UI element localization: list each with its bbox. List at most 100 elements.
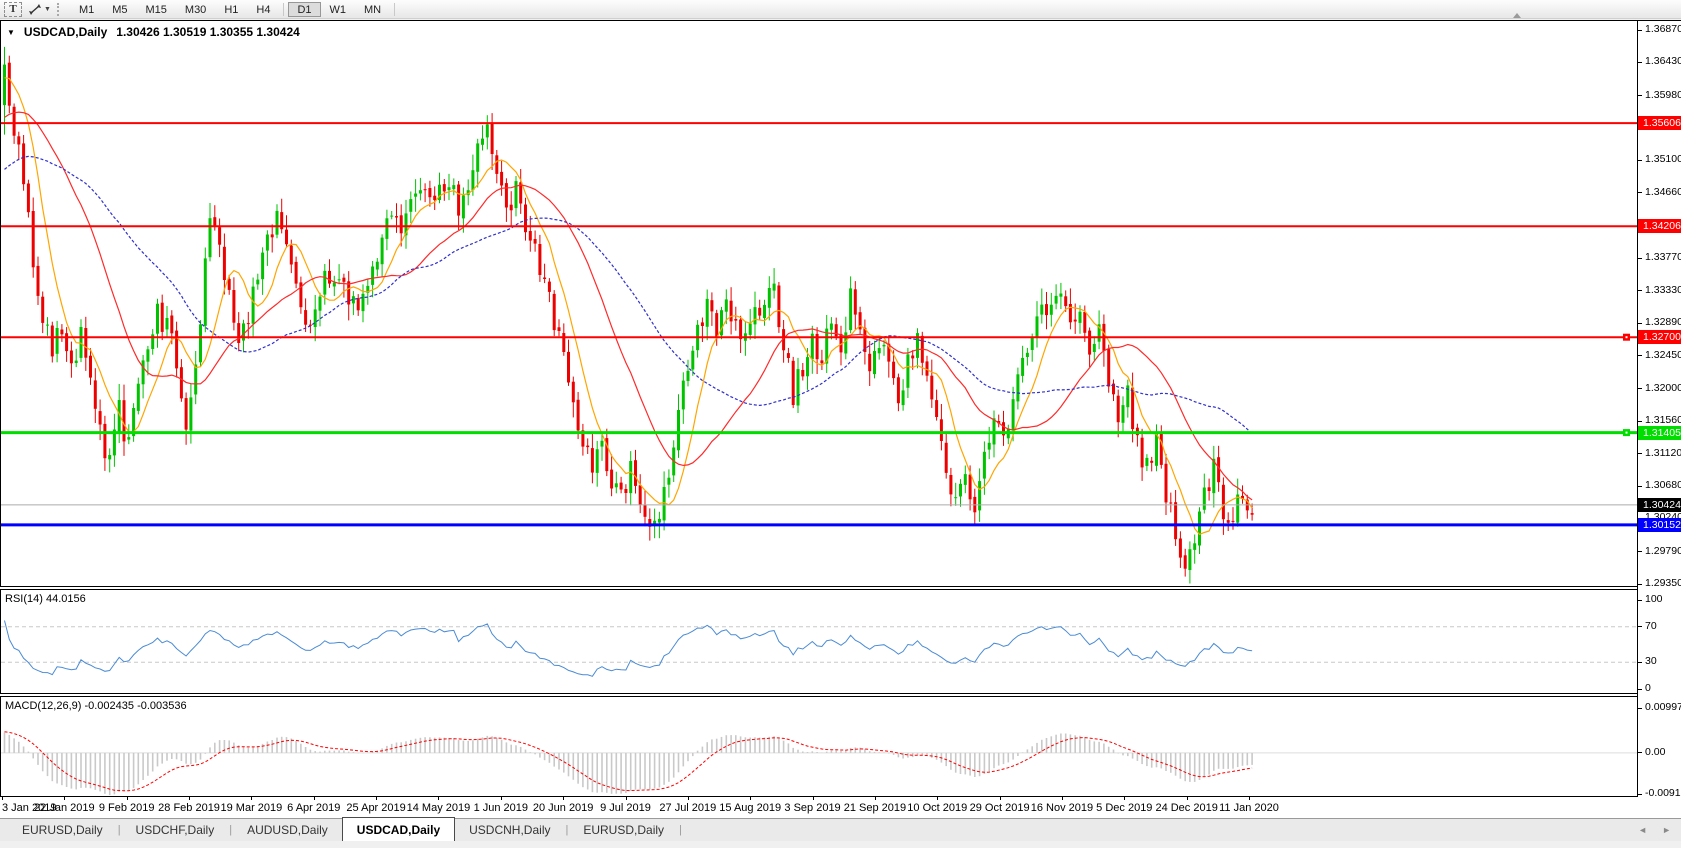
macd-axis-label: 0.009975	[1645, 701, 1681, 713]
date-label: 15 Aug 2019	[719, 802, 782, 814]
ma-line-8	[4, 77, 1253, 536]
date-tick	[438, 797, 440, 800]
tab-separator: |	[565, 824, 569, 836]
chart-tab-eurusd-daily[interactable]: EURUSD,Daily	[22, 823, 103, 837]
date-label: 14 May 2019	[406, 802, 471, 814]
timeframe-button-M30[interactable]: M30	[176, 2, 215, 17]
date-label: 25 Apr 2019	[346, 802, 406, 814]
status-strip	[0, 841, 1681, 848]
timeframe-button-W1[interactable]: W1	[321, 2, 356, 17]
tab-scroll-right-icon[interactable]: ►	[1662, 825, 1671, 835]
date-tick	[1061, 797, 1063, 800]
date-tick	[2, 797, 3, 800]
axis-tick-label: 1.29350	[1645, 577, 1681, 589]
price-line-label-1.31405: 1.31405	[1638, 425, 1681, 440]
ma-line-44	[4, 155, 1253, 435]
rsi-pane[interactable]: RSI(14) 44.0156	[0, 589, 1637, 694]
macd-signal-line	[4, 731, 1253, 792]
chart-tab-usdcad-daily[interactable]: USDCAD,Daily	[341, 817, 456, 841]
date-tick	[563, 797, 565, 800]
main-chart-pane[interactable]: ▼ USDCAD,Daily 1.30426 1.30519 1.30355 1…	[0, 20, 1637, 587]
timeframe-button-M5[interactable]: M5	[103, 2, 136, 17]
date-tick	[500, 797, 502, 800]
chart-tabs: EURUSD,Daily | USDCHF,Daily | AUDUSD,Daily US…	[0, 817, 1681, 841]
date-label: 9 Feb 2019	[98, 802, 155, 814]
axis-tick	[1638, 551, 1642, 553]
date-label: 6 Apr 2019	[287, 802, 341, 814]
date-label: 20 Jun 2019	[532, 802, 594, 814]
toolbar-grip[interactable]	[56, 2, 65, 16]
timeframe-button-M15[interactable]: M15	[137, 2, 176, 17]
date-tick	[1249, 797, 1250, 800]
macd-pane[interactable]: MACD(12,26,9) -0.002435 -0.003536	[0, 696, 1637, 797]
rsi-svg	[1, 620, 1637, 677]
tab-scroll-left-icon[interactable]: ◄	[1638, 825, 1648, 835]
date-tick	[812, 797, 814, 800]
date-label: 29 Oct 2019	[969, 802, 1030, 814]
timeframe-button-D1[interactable]: D1	[288, 1, 321, 17]
tab-scroll-arrows: ◄ ►	[1638, 825, 1671, 835]
chart-tab-usdcnh-daily[interactable]: USDCNH,Daily	[469, 823, 551, 837]
date-tick	[999, 797, 1001, 800]
axis-tick	[1638, 661, 1642, 663]
chart-tab-usdchf-daily[interactable]: USDCHF,Daily	[135, 823, 215, 837]
timeframe-button-MN[interactable]: MN	[355, 2, 390, 17]
macd-svg	[1, 731, 1637, 796]
date-tick	[874, 797, 876, 800]
time-axis[interactable]: 3 Jan 2019 22 Jan 2019 9 Feb 2019 28 Feb 20…	[0, 797, 1637, 818]
axis-tick	[1638, 29, 1642, 31]
price-axis[interactable]: 1.368701.364301.359801.355401.351001.346…	[1637, 20, 1681, 799]
rsi-axis-label: 0	[1645, 682, 1651, 694]
date-tick	[64, 797, 66, 800]
scroll-to-end-marker[interactable]	[1513, 13, 1521, 18]
axis-tick	[1638, 95, 1642, 97]
date-tick	[750, 797, 752, 800]
axis-tick-label: 1.33330	[1645, 283, 1681, 296]
timeframe-button-H4[interactable]: H4	[247, 2, 279, 17]
date-tick	[687, 797, 689, 800]
tab-separator: |	[679, 824, 682, 836]
rsi-axis-label: 30	[1645, 655, 1657, 668]
axis-tick-label: 1.32450	[1645, 348, 1681, 361]
axis-tick	[1638, 752, 1642, 754]
text-tool-button[interactable]: T	[4, 1, 22, 17]
date-tick	[251, 797, 253, 800]
chart-title-ohlc: 1.30426 1.30519 1.30355 1.30424	[116, 25, 300, 39]
axis-tick-label: 1.32000	[1645, 381, 1681, 394]
date-tick	[1186, 797, 1188, 800]
axis-tick	[1638, 61, 1642, 63]
date-label: 22 Jan 2019	[34, 802, 95, 814]
price-line-label-1.32700: 1.32700	[1638, 330, 1681, 345]
date-tick	[625, 797, 627, 800]
symbol-dropdown-icon[interactable]: ▼	[7, 27, 15, 37]
hline-handle-center	[1625, 336, 1628, 339]
date-label: 3 Jan 2019	[2, 802, 57, 814]
axis-tick-label: 1.36430	[1645, 55, 1681, 68]
axis-tick	[1638, 355, 1642, 357]
date-label: 16 Nov 2019	[1030, 802, 1094, 814]
date-label: 11 Jan 2020	[1219, 802, 1279, 814]
date-tick	[937, 797, 939, 800]
price-line-label-1.30152: 1.30152	[1638, 517, 1681, 532]
axis-tick-label: 1.32890	[1645, 316, 1681, 329]
axis-tick	[1638, 626, 1642, 628]
chart-tab-eurusd-daily[interactable]: EURUSD,Daily	[583, 823, 665, 837]
chart-title-symbol: USDCAD,Daily	[23, 25, 108, 39]
macd-label: MACD(12,26,9) -0.002435 -0.003536	[5, 700, 187, 712]
date-label: 21 Sep 2019	[843, 802, 907, 814]
tab-separator: |	[117, 824, 121, 836]
main-chart-svg[interactable]	[1, 21, 1637, 586]
axis-tick	[1638, 159, 1642, 161]
date-tick	[1124, 797, 1126, 800]
axis-tick-label: 1.36870	[1645, 23, 1681, 35]
chart-tab-audusd-daily[interactable]: AUDUSD,Daily	[247, 823, 328, 837]
timeframe-button-M1[interactable]: M1	[70, 2, 103, 17]
date-label: 5 Dec 2019	[1096, 802, 1153, 814]
axis-tick	[1638, 707, 1642, 709]
rsi-line	[4, 620, 1253, 677]
price-line-label-1.35606: 1.35606	[1638, 116, 1681, 131]
cursor-tool-button[interactable]: ▼	[28, 3, 51, 16]
timeframe-button-H1[interactable]: H1	[215, 2, 247, 17]
toolbar-separator	[283, 2, 285, 16]
